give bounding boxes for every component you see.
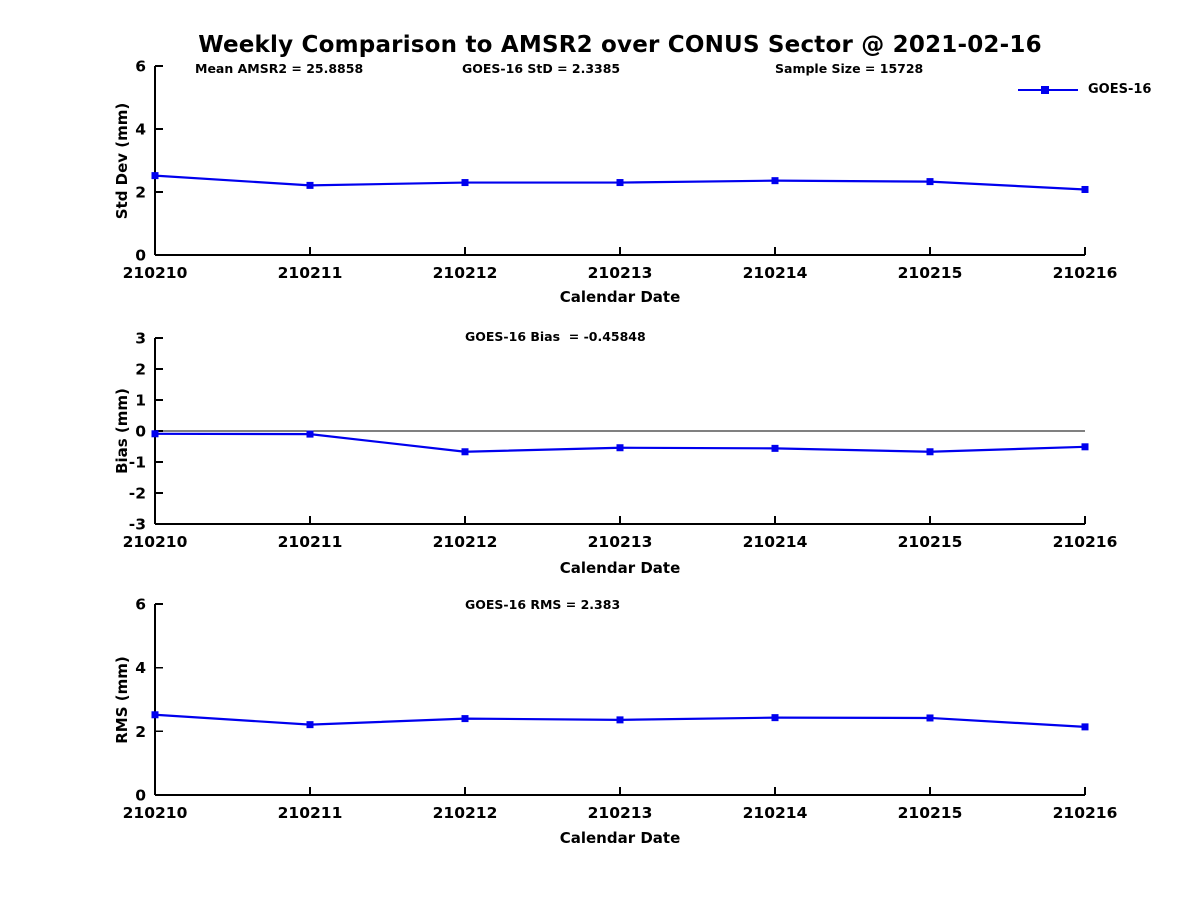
data-point-marker (616, 179, 624, 187)
x-tick-label: 210215 (898, 264, 963, 282)
data-point-marker (771, 177, 779, 185)
data-point-marker (151, 172, 159, 180)
y-tick-label: 4 (135, 659, 146, 677)
x-tick-label: 210214 (743, 533, 808, 551)
x-tick-label: 210216 (1053, 264, 1118, 282)
y-tick-label: 0 (135, 247, 146, 265)
data-point-marker (926, 714, 934, 722)
rms-x-axis-label: Calendar Date (559, 829, 681, 847)
x-tick-label: 210210 (123, 264, 188, 282)
stddev-x-axis-label: Calendar Date (559, 288, 681, 306)
x-tick-label: 210216 (1053, 533, 1118, 551)
x-tick-label: 210212 (433, 264, 498, 282)
data-point-marker (771, 444, 779, 452)
bias-y-axis-label: Bias (mm) (113, 388, 131, 474)
x-tick-label: 210214 (743, 264, 808, 282)
y-tick-label: 2 (135, 184, 146, 202)
y-tick-label: -2 (129, 485, 146, 503)
annotation-goes16-std: GOES-16 StD = 2.3385 (462, 61, 621, 76)
x-tick-label: 210211 (278, 264, 343, 282)
data-point-marker (926, 448, 934, 456)
data-point-marker (151, 711, 159, 719)
annotation-sample-size: Sample Size = 15728 (775, 61, 924, 76)
data-point-marker (1081, 723, 1089, 731)
y-tick-label: -3 (129, 516, 146, 534)
x-tick-label: 210213 (588, 533, 653, 551)
bias-x-axis-label: Calendar Date (559, 559, 681, 577)
std-dev-plot: 0 2 4 6 210210 210211 210212 210213 210214 210215… (123, 58, 1118, 283)
data-point-marker (771, 714, 779, 722)
data-point-marker (926, 178, 934, 186)
x-tick-label: 210213 (588, 804, 653, 822)
x-tick-label: 210210 (123, 804, 188, 822)
y-tick-label: 6 (135, 596, 146, 614)
data-point-marker (461, 179, 469, 187)
x-tick-label: 210211 (278, 533, 343, 551)
legend: GOES-16 (1018, 82, 1151, 97)
x-tick-label: 210216 (1053, 804, 1118, 822)
legend-marker (1018, 85, 1078, 94)
y-tick-label: 0 (135, 787, 146, 805)
data-point-marker (306, 721, 314, 729)
data-point-marker (151, 430, 159, 438)
data-point-marker (306, 181, 314, 189)
rms-plot: 0 2 4 6 210210 210211 210212 210213 210214 210215… (123, 596, 1118, 823)
stddev-y-axis-label: Std Dev (mm) (113, 102, 131, 220)
x-tick-label: 210212 (433, 804, 498, 822)
annotation-mean-amsr2: Mean AMSR2 = 25.8858 (195, 61, 364, 76)
x-tick-label: 210215 (898, 533, 963, 551)
figure-title: Weekly Comparison to AMSR2 over CONUS Se… (198, 32, 1042, 58)
y-tick-label: 0 (135, 423, 146, 441)
data-point-marker (306, 430, 314, 438)
bias-plot: -3 -2 -1 0 1 2 3 210210 210211 210212 210213 210214… (123, 330, 1118, 552)
x-tick-label: 210211 (278, 804, 343, 822)
legend-square-marker (1041, 85, 1049, 94)
x-tick-label: 210212 (433, 533, 498, 551)
y-tick-label: 3 (135, 330, 146, 348)
x-tick-label: 210214 (743, 804, 808, 822)
data-point-marker (616, 716, 624, 724)
bias-subplot-title: GOES-16 Bias = -0.45848 (465, 329, 646, 344)
rms-y-axis-label: RMS (mm) (113, 656, 131, 744)
data-point-marker (1081, 185, 1089, 193)
y-tick-label: 6 (135, 58, 146, 76)
legend-label: GOES-16 (1088, 82, 1152, 97)
y-tick-label: 4 (135, 121, 146, 139)
x-tick-label: 210215 (898, 804, 963, 822)
y-tick-label: 2 (135, 723, 146, 741)
data-point-marker (461, 448, 469, 456)
data-point-marker (616, 444, 624, 452)
y-tick-label: 2 (135, 361, 146, 379)
data-point-marker (1081, 443, 1089, 451)
y-tick-label: 1 (135, 392, 146, 410)
x-tick-label: 210213 (588, 264, 653, 282)
x-tick-label: 210210 (123, 533, 188, 551)
data-point-marker (461, 715, 469, 723)
y-tick-label: -1 (129, 454, 146, 472)
rms-subplot-title: GOES-16 RMS = 2.383 (465, 597, 621, 612)
